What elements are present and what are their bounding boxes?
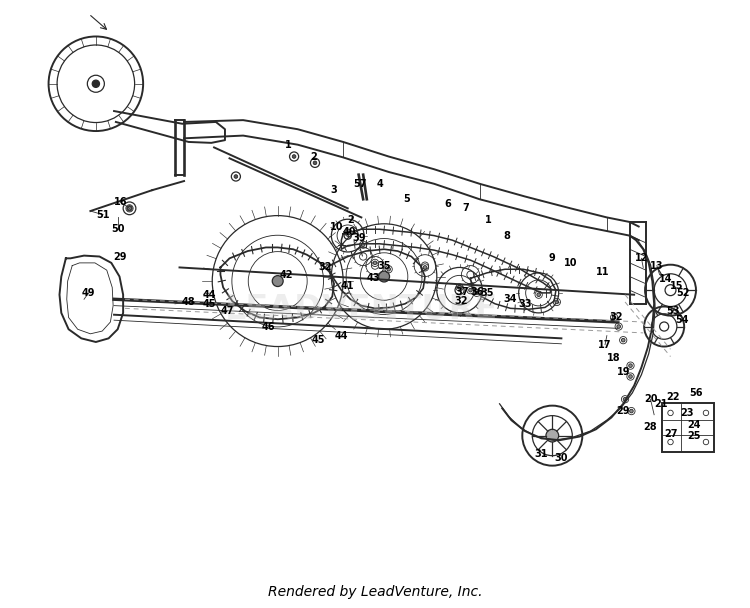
Text: 45: 45 bbox=[202, 299, 216, 309]
Circle shape bbox=[458, 286, 461, 289]
Text: 24: 24 bbox=[688, 420, 701, 430]
Text: 48: 48 bbox=[182, 297, 196, 307]
Circle shape bbox=[475, 291, 478, 295]
Text: 32: 32 bbox=[609, 313, 622, 322]
Text: 4: 4 bbox=[376, 179, 383, 188]
Text: 33: 33 bbox=[518, 299, 532, 309]
Circle shape bbox=[628, 364, 632, 367]
Text: 56: 56 bbox=[689, 388, 703, 398]
Text: 49: 49 bbox=[82, 288, 95, 298]
Text: 1: 1 bbox=[285, 140, 292, 150]
Text: 35: 35 bbox=[480, 288, 494, 298]
Circle shape bbox=[629, 409, 633, 413]
Text: 34: 34 bbox=[504, 294, 518, 304]
Text: 15: 15 bbox=[670, 281, 683, 291]
Text: 37: 37 bbox=[455, 287, 469, 297]
Text: 57: 57 bbox=[352, 179, 366, 188]
Text: 16: 16 bbox=[114, 197, 128, 207]
Text: 45: 45 bbox=[312, 335, 326, 345]
Text: 23: 23 bbox=[680, 408, 694, 418]
Text: LEADVENTURE: LEADVENTURE bbox=[225, 293, 498, 326]
Circle shape bbox=[379, 271, 389, 282]
Text: 17: 17 bbox=[598, 340, 612, 350]
Text: 2: 2 bbox=[310, 151, 317, 162]
Text: 39: 39 bbox=[352, 233, 365, 243]
Circle shape bbox=[387, 268, 391, 271]
Circle shape bbox=[537, 293, 541, 297]
Circle shape bbox=[423, 266, 427, 269]
Text: 43: 43 bbox=[367, 274, 380, 283]
Text: 27: 27 bbox=[664, 429, 677, 439]
Text: 44: 44 bbox=[334, 331, 348, 340]
Text: 11: 11 bbox=[596, 267, 609, 277]
Text: 46: 46 bbox=[262, 322, 275, 331]
Text: 32: 32 bbox=[318, 263, 332, 272]
Text: 53: 53 bbox=[667, 306, 680, 316]
Text: 20: 20 bbox=[644, 394, 657, 404]
Text: 32: 32 bbox=[454, 296, 468, 306]
Circle shape bbox=[612, 316, 616, 319]
Circle shape bbox=[555, 300, 559, 304]
Circle shape bbox=[546, 429, 559, 442]
Text: 3: 3 bbox=[331, 185, 338, 195]
Text: 10: 10 bbox=[564, 258, 578, 268]
Circle shape bbox=[127, 206, 132, 211]
Text: 7: 7 bbox=[463, 203, 470, 213]
Text: 1: 1 bbox=[485, 215, 492, 225]
Circle shape bbox=[469, 288, 472, 292]
Circle shape bbox=[622, 339, 625, 342]
Text: 36: 36 bbox=[470, 287, 484, 297]
Text: 2: 2 bbox=[347, 215, 354, 225]
Text: 54: 54 bbox=[676, 315, 689, 325]
Text: 40: 40 bbox=[343, 227, 356, 237]
Text: 14: 14 bbox=[659, 274, 673, 285]
Text: 29: 29 bbox=[616, 406, 630, 416]
Circle shape bbox=[628, 375, 632, 378]
Text: 18: 18 bbox=[608, 353, 621, 364]
Text: 35: 35 bbox=[377, 261, 391, 271]
Text: 28: 28 bbox=[644, 421, 657, 432]
Text: 12: 12 bbox=[634, 254, 648, 263]
Text: 13: 13 bbox=[650, 261, 664, 271]
Text: 51: 51 bbox=[97, 210, 110, 219]
Circle shape bbox=[292, 154, 296, 158]
Text: 52: 52 bbox=[676, 288, 690, 298]
Text: 22: 22 bbox=[667, 392, 680, 402]
Text: 19: 19 bbox=[617, 367, 631, 377]
Text: 10: 10 bbox=[330, 221, 344, 232]
Circle shape bbox=[92, 80, 100, 88]
Circle shape bbox=[272, 275, 284, 286]
Text: 9: 9 bbox=[549, 254, 556, 263]
Text: Rendered by LeadVenture, Inc.: Rendered by LeadVenture, Inc. bbox=[268, 585, 482, 599]
Text: 6: 6 bbox=[444, 199, 451, 209]
Circle shape bbox=[314, 161, 316, 165]
Text: 29: 29 bbox=[114, 252, 128, 261]
Text: 5: 5 bbox=[404, 194, 410, 204]
Circle shape bbox=[362, 243, 365, 246]
Text: 41: 41 bbox=[341, 281, 355, 291]
Text: 44: 44 bbox=[202, 289, 216, 300]
Circle shape bbox=[128, 207, 131, 210]
Circle shape bbox=[623, 398, 627, 401]
Circle shape bbox=[374, 261, 376, 264]
Text: 47: 47 bbox=[221, 306, 235, 316]
Text: 25: 25 bbox=[688, 430, 701, 441]
Text: 50: 50 bbox=[111, 224, 125, 234]
Circle shape bbox=[346, 231, 350, 235]
Text: 31: 31 bbox=[535, 449, 548, 459]
Text: 42: 42 bbox=[279, 270, 292, 280]
Text: 8: 8 bbox=[503, 230, 510, 241]
Text: 30: 30 bbox=[555, 454, 568, 463]
Circle shape bbox=[234, 174, 238, 178]
Text: 21: 21 bbox=[655, 399, 668, 409]
Circle shape bbox=[616, 325, 620, 328]
